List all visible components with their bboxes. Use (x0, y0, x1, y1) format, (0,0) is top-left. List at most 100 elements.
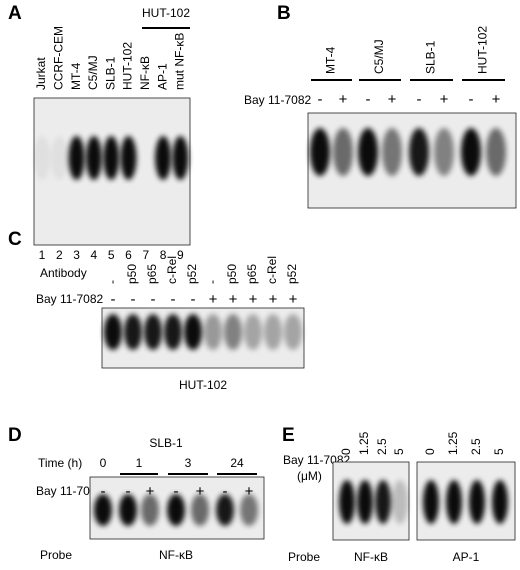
gel-band (382, 128, 402, 176)
treatment-sign: - (101, 483, 106, 500)
gel-band (333, 128, 353, 176)
treatment-sign: + (440, 91, 449, 108)
gel-band (204, 314, 222, 350)
concentration: 5 (492, 448, 506, 455)
panel-label: E (282, 425, 295, 446)
gel-band (141, 494, 159, 526)
concentration: 0 (423, 448, 437, 455)
treatment-sign: + (209, 291, 218, 308)
antibody: - (205, 280, 219, 284)
treatment-sign: - (417, 91, 422, 108)
gel-band (392, 480, 408, 524)
cell-line-label: MT-4 (324, 46, 338, 74)
time-label: Time (h) (38, 456, 82, 470)
gel-band (310, 128, 330, 176)
probe-label: Probe (288, 550, 320, 564)
antibody: c-Rel (165, 256, 179, 284)
gel-band (244, 314, 262, 350)
cell-line-label: SLB-1 (149, 436, 183, 450)
gel-band (103, 136, 120, 180)
antibody: p52 (285, 264, 299, 284)
treatment-sign: - (318, 91, 323, 108)
gel-band (358, 128, 378, 176)
treatment-sign: - (191, 291, 196, 308)
treatment-sign: + (249, 291, 258, 308)
antibody-label: Antibody (40, 266, 87, 280)
gel-band (357, 480, 373, 524)
gel-band (119, 494, 137, 526)
treatment-sign: - (151, 291, 156, 308)
gel-band (144, 314, 162, 350)
treatment-sign: + (492, 91, 501, 108)
gel-band (339, 480, 355, 524)
antibody: p52 (185, 264, 199, 284)
gel-band (191, 494, 209, 526)
time: 0 (100, 456, 107, 470)
gel-band (68, 136, 85, 180)
treatment-label: Bay 11-7082 (244, 93, 311, 107)
panel-label: B (277, 3, 291, 24)
lane-label: C5/MJ (86, 55, 100, 90)
gel-band (124, 314, 142, 350)
treatment-sign: - (131, 291, 136, 308)
probe: AP-1 (453, 550, 480, 564)
treatment-sign: + (289, 291, 298, 308)
concentration: 1.25 (446, 431, 460, 455)
lane-number: 5 (108, 248, 115, 262)
gel-band (284, 314, 302, 350)
time: 3 (185, 456, 192, 470)
gel-band (224, 314, 242, 350)
concentration: 0 (339, 448, 353, 455)
gel-band (167, 494, 185, 526)
time: 1 (136, 456, 143, 470)
time: 24 (230, 456, 244, 470)
treatment-sign: - (126, 483, 131, 500)
cell-line-label: HUT-102 (476, 26, 490, 74)
gel-band (51, 136, 68, 180)
concentration: 5 (392, 448, 406, 455)
lane-label: Jurkat (34, 57, 48, 90)
antibody: p50 (225, 264, 239, 284)
treatment-sign: + (245, 483, 254, 500)
treatment-sign: + (146, 483, 155, 500)
treatment-sign: - (469, 91, 474, 108)
treatment-sign: + (229, 291, 238, 308)
cell-line-label: SLB-1 (424, 40, 438, 74)
gel-band (409, 128, 429, 176)
treatment-sign: + (339, 91, 348, 108)
treatment-sign: - (171, 291, 176, 308)
antibody: c-Rel (265, 256, 279, 284)
antibody: p65 (145, 264, 159, 284)
gel-band (492, 480, 508, 524)
lane-number: 7 (142, 248, 149, 262)
antibody: p65 (245, 264, 259, 284)
treatment-label: Bay 11-7082 (36, 292, 103, 306)
panel-label: C (8, 229, 22, 250)
gel-band (446, 480, 462, 524)
antibody: p50 (125, 264, 139, 284)
lane-label: MT-4 (69, 62, 83, 90)
lane-number: 6 (125, 248, 132, 262)
gel-band (94, 494, 112, 526)
gel-band (184, 314, 202, 350)
lane-number: 9 (177, 248, 184, 262)
treatment-sign: - (366, 91, 371, 108)
treatment-sign: + (196, 483, 205, 500)
lane-label: CCRF-CEM (51, 26, 65, 90)
lane-number: 1 (39, 248, 46, 262)
lane-label: NF-κB (138, 56, 152, 90)
concentration: 2.5 (469, 438, 483, 455)
probe-label: Probe (40, 548, 72, 562)
lane-number: 4 (91, 248, 98, 262)
probe: NF-κB (354, 550, 388, 564)
lane-label: AP-1 (155, 63, 169, 90)
antibody: - (105, 280, 119, 284)
gel-band (486, 128, 506, 176)
gel-band (34, 136, 50, 180)
gel-band (469, 480, 485, 524)
cell-line-label: HUT-102 (179, 378, 227, 392)
gel-band (264, 314, 282, 350)
gel-band (155, 136, 172, 180)
group-label: HUT-102 (142, 6, 190, 20)
